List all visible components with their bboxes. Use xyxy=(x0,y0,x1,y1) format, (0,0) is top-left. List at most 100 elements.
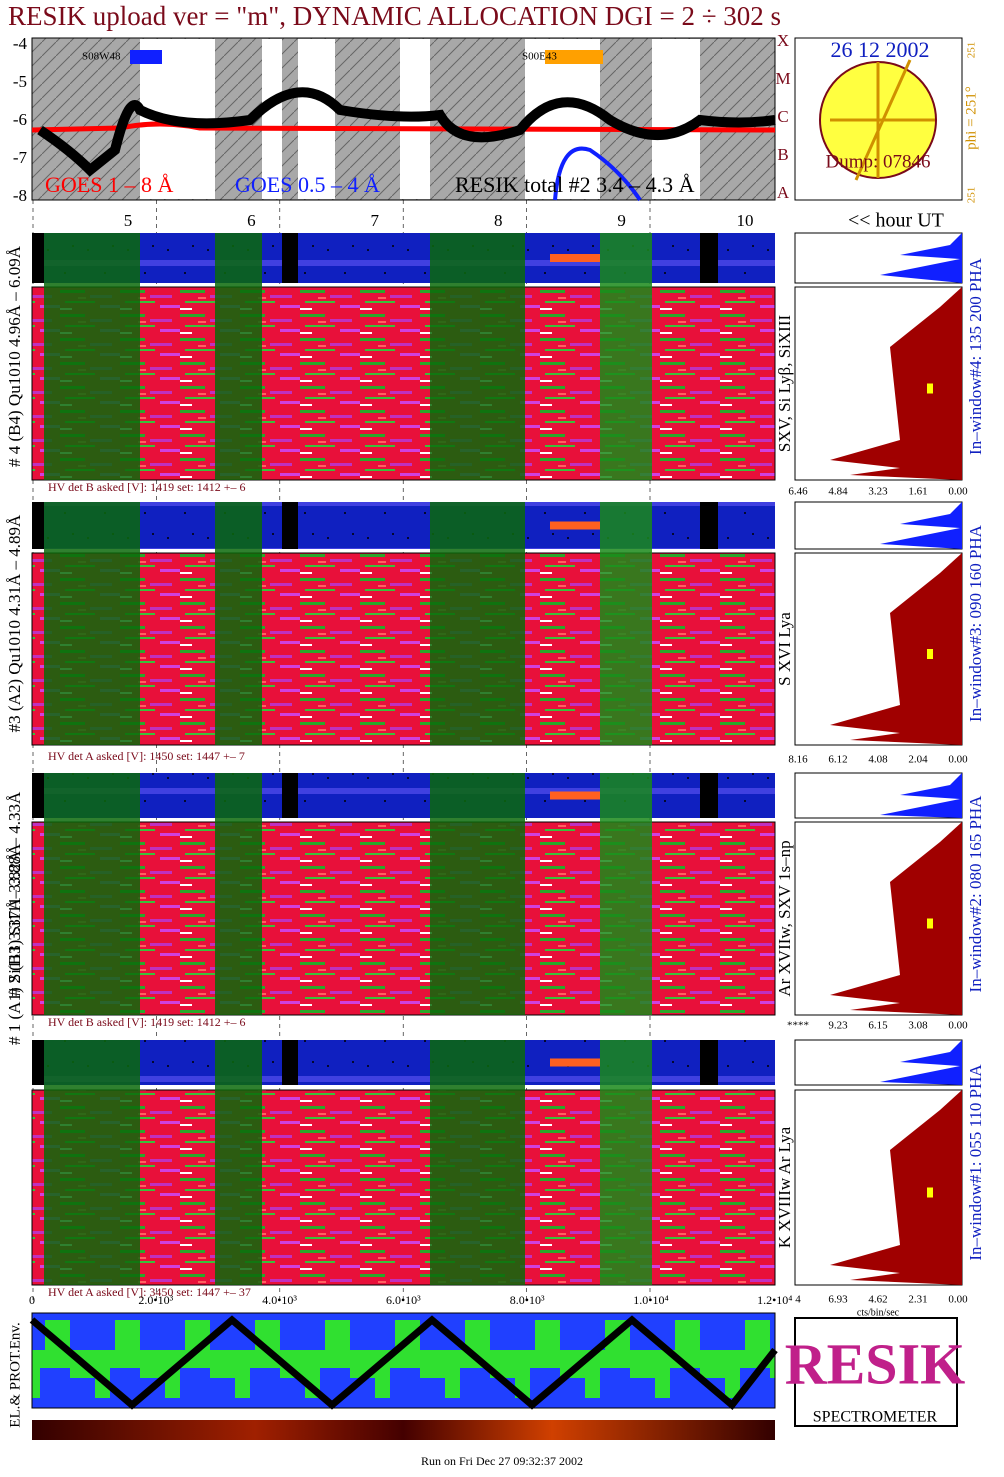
window-label: In–window#1: 055 110 PHA xyxy=(966,1064,985,1261)
pha-scale: **** xyxy=(787,1020,809,1032)
band xyxy=(44,773,140,1015)
hour-tick-label: 9 xyxy=(617,211,626,230)
decor xyxy=(29,37,963,1440)
spectrogram xyxy=(31,552,776,746)
band xyxy=(430,233,525,480)
y-tick-label: -4 xyxy=(13,34,28,53)
panel-label: #3 (A2) Qu1010 4.31Å – 4.89Å xyxy=(5,514,24,732)
pha-curve xyxy=(880,773,962,818)
band xyxy=(600,233,652,480)
hour-tick-label: 7 xyxy=(371,211,380,230)
band xyxy=(32,502,44,549)
band xyxy=(44,1040,140,1285)
sun-line xyxy=(830,59,935,181)
hour-label: << hour UT xyxy=(848,210,944,232)
band xyxy=(215,1040,262,1285)
y-tick-label: -5 xyxy=(13,72,27,91)
pha-curve xyxy=(880,1040,962,1085)
pha-scale: 8.16 xyxy=(788,754,808,766)
legend-entry: RESIK total #2 3.4 – 4.3 Å xyxy=(455,172,695,197)
y-tick-label: -8 xyxy=(13,186,27,205)
x-tick-label: 2.0•10³ xyxy=(138,1293,173,1307)
region-box xyxy=(545,50,603,64)
pha-curve xyxy=(830,287,962,480)
hv-label: HV det A asked [V]: 1450 set: 1447 +– 7 xyxy=(48,749,245,763)
env-panel xyxy=(31,1312,776,1409)
legend-entry: GOES 1 – 8 Å xyxy=(45,172,173,197)
spectrogram xyxy=(31,286,776,481)
curve xyxy=(37,87,776,177)
pha-curve xyxy=(880,502,962,549)
legend-entry: GOES 0.5 – 4 Å xyxy=(235,172,380,197)
hour-tick-label: 6 xyxy=(247,211,256,230)
spectrogram xyxy=(31,821,776,1016)
phi-top: 251 xyxy=(966,42,978,59)
pha-scale: 4 xyxy=(795,1294,801,1306)
panel-label: # 1 (A1) Si111 3.37Å– 3.88Å xyxy=(5,843,24,1045)
class-label: X xyxy=(777,31,789,50)
band xyxy=(215,773,262,1015)
pha-scale: 0.00 xyxy=(948,1020,968,1032)
band xyxy=(215,233,262,480)
pha-scale: 4.08 xyxy=(868,754,888,766)
class-label: B xyxy=(777,145,788,164)
hv-label: HV det B asked [V]: 1419 set: 1412 +– 6 xyxy=(48,1015,246,1029)
logo-caption: SPECTROMETER xyxy=(813,1409,938,1426)
x-tick-label: 0 xyxy=(29,1293,35,1307)
band xyxy=(282,1040,298,1085)
pha-curve xyxy=(830,553,962,745)
hour-tick-label: 10 xyxy=(737,211,754,230)
pha-curve xyxy=(880,233,962,283)
x-tick-label: 1.0•10⁴ xyxy=(633,1293,668,1307)
class-label: M xyxy=(775,69,790,88)
pha-scale: 4.62 xyxy=(868,1294,887,1306)
hour-tick-label: 5 xyxy=(124,211,133,230)
spectrogram xyxy=(31,1089,776,1286)
pha-scale: 0.00 xyxy=(948,486,968,498)
env-label: EL.& PROT.Env. xyxy=(7,1322,23,1427)
footer: Run on Fri Dec 27 09:32:37 2002 xyxy=(421,1454,583,1468)
band xyxy=(430,502,525,745)
y-tick-label: -7 xyxy=(13,148,28,167)
window-label: In–window#3: 090 160 PHA xyxy=(966,524,985,722)
pha-marker xyxy=(927,1187,933,1198)
pha-marker xyxy=(927,383,933,394)
band xyxy=(600,1040,652,1285)
y-tick-label: -6 xyxy=(13,110,27,129)
pha-scale: 0.00 xyxy=(948,754,968,766)
strip-flare xyxy=(550,254,600,262)
band xyxy=(700,1040,718,1085)
pha-scale: 0.00 xyxy=(948,1294,968,1306)
hv-label: HV det B asked [V]: 1419 set: 1412 +– 6 xyxy=(48,480,246,494)
env-curve xyxy=(29,1315,778,1411)
pha-marker xyxy=(927,918,933,929)
band xyxy=(600,502,652,745)
pha-scale: 3.23 xyxy=(868,486,888,498)
curve xyxy=(553,146,642,202)
hour-tick-label: 8 xyxy=(494,211,503,230)
pha-scale: 6.12 xyxy=(828,754,847,766)
class-label: A xyxy=(777,183,790,202)
line-label: Ar XVIIw, SXV 1s–np xyxy=(775,840,794,996)
band xyxy=(44,233,140,480)
x-tick-label: 1.2•10⁴ xyxy=(757,1293,792,1307)
x-tick-label: 4.0•10³ xyxy=(262,1293,297,1307)
pha-scale: 1.61 xyxy=(908,486,927,498)
band xyxy=(282,502,298,549)
pha-curve xyxy=(830,1090,962,1285)
strip-flare xyxy=(550,521,600,530)
band xyxy=(32,1040,44,1085)
strip xyxy=(32,1040,775,1085)
strip-flare xyxy=(550,791,600,800)
line-label: SXV, Si Lyβ, SiXIII xyxy=(775,315,794,453)
pha-scale: 3.08 xyxy=(908,1020,928,1032)
gap xyxy=(262,39,282,199)
band xyxy=(700,233,718,283)
band xyxy=(430,773,525,1015)
line-label: K XVIIIw Ar Lya xyxy=(775,1126,794,1248)
band xyxy=(282,233,298,283)
region-box xyxy=(130,50,162,64)
panel-label: # 2 (B3) Si111 3.82Å – 4.33Å xyxy=(5,791,24,996)
pha-marker xyxy=(927,649,933,659)
